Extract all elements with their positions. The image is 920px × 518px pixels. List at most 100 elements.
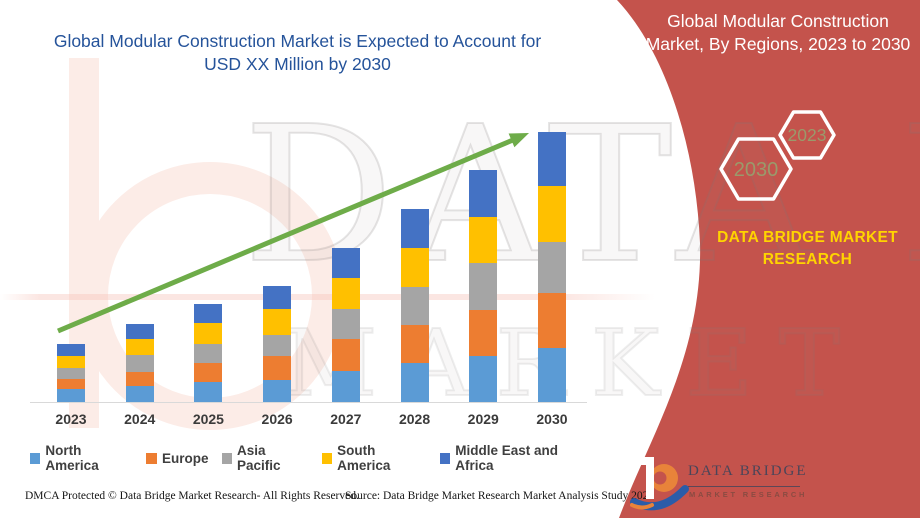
bar-segment [57,344,85,356]
bar-segment [400,287,429,325]
banner-title-line1: Global Modular Construction [667,11,889,31]
bar-segment [537,242,566,293]
hexagon-2023-label: 2023 [788,125,827,145]
bar-segment [469,356,498,402]
x-axis-label: 2029 [467,411,499,427]
hexagon-2030 [719,137,793,201]
x-axis-label: 2023 [55,411,87,427]
legend-item: Middle East and Africa [439,443,592,473]
databridge-logo-icon [630,457,689,511]
legend-label: Asia Pacific [236,443,281,473]
bar-segment [537,348,566,402]
bar-segment [125,386,154,402]
bar-segment [125,324,154,339]
bar-segment [263,380,292,402]
hexagon-2030-label: 2030 [734,159,779,181]
databridge-logo-subtitle: MARKET RESEARCH [689,490,808,499]
legend-label: North America [45,443,99,473]
legend-swatch-icon [221,452,232,464]
bar-segment [331,339,360,371]
hexagon-2023 [778,110,836,160]
bar-segment [263,335,292,356]
legend-swatch-icon [30,452,41,464]
bar-segment [331,371,360,402]
banner-brand-text: DATA BRIDGE MARKET RESEARCH [700,227,915,271]
legend-item: Europe [146,451,209,466]
background-pink-stripe [0,294,655,300]
bar-segment [537,186,566,242]
legend-label: Middle East and Africa [455,443,559,473]
bar-segment [331,309,360,339]
chart-title: Global Modular Construction Market is Ex… [10,30,585,76]
banner-brand-line1: DATA BRIDGE MARKET [717,229,898,246]
bar-2027 [331,248,360,402]
bar-segment [400,363,429,402]
bar-2024 [125,324,154,402]
bar-2025 [194,304,223,402]
bar-segment [125,355,154,372]
bar-segment [194,344,223,363]
chart-legend: North America Europe Asia Pacific South Ame… [30,443,592,473]
legend-item: North America [30,443,133,473]
x-axis-line [30,402,587,403]
legend-item: Asia Pacific [221,443,309,473]
databridge-logo-underline [688,486,800,487]
bar-segment [537,132,566,186]
bar-2028 [400,209,429,402]
bar-2023 [57,344,85,402]
bar-segment [194,363,223,382]
bar-2026 [263,286,292,402]
legend-swatch-icon [439,452,451,464]
banner-title: Global Modular Construction Market, By R… [640,10,916,56]
x-axis-label: 2027 [330,411,362,427]
bar-2029 [469,170,498,402]
bar-segment [263,356,292,380]
databridge-logo-name: DATA BRIDGE [688,463,808,479]
bar-segment [263,286,292,309]
footer-copyright: DMCA Protected © Data Bridge Market Rese… [25,490,359,502]
bar-segment [469,310,498,356]
bar-segment [400,209,429,248]
bar-segment [57,379,85,389]
bar-segment [469,170,498,217]
bar-segment [537,293,566,348]
red-banner-path [617,0,920,518]
trend-arrow-head [508,133,529,148]
legend-swatch-icon [321,452,333,464]
x-axis-label: 2026 [261,411,293,427]
bar-segment [57,356,85,368]
legend-item: South America [321,443,427,473]
bar-segment [194,382,223,402]
bar-segment [400,325,429,363]
bar-segment [400,248,429,287]
chart-title-line1: Global Modular Construction Market is Ex… [53,31,542,51]
banner-title-line2: Market, By Regions, 2023 to 2030 [645,34,911,54]
bar-segment [194,323,223,344]
bar-segment [125,372,154,386]
bar-segment [263,309,292,335]
x-axis-label: 2030 [536,411,568,427]
x-axis-label: 2028 [398,411,431,427]
bar-segment [331,278,360,309]
banner-brand-line2: RESEARCH [762,251,853,268]
bar-segment [469,263,498,310]
year-hexagons: 2030 2023 [719,110,836,201]
legend-label: South America [337,443,391,473]
legend-label: Europe [162,450,209,466]
bar-segment [125,339,154,355]
footer-source: Source: Data Bridge Market Research Mark… [345,490,655,502]
bar-segment [194,304,223,323]
trend-arrow-shaft [57,137,514,334]
x-axis-label: 2025 [192,411,224,427]
x-axis-label: 2024 [124,411,156,427]
bar-2030 [537,132,566,402]
bar-segment [57,368,85,379]
bar-segment [57,389,85,402]
legend-swatch-icon [146,452,158,464]
bar-segment [331,248,360,278]
chart-title-line2: USD XX Million by 2030 [204,54,391,74]
